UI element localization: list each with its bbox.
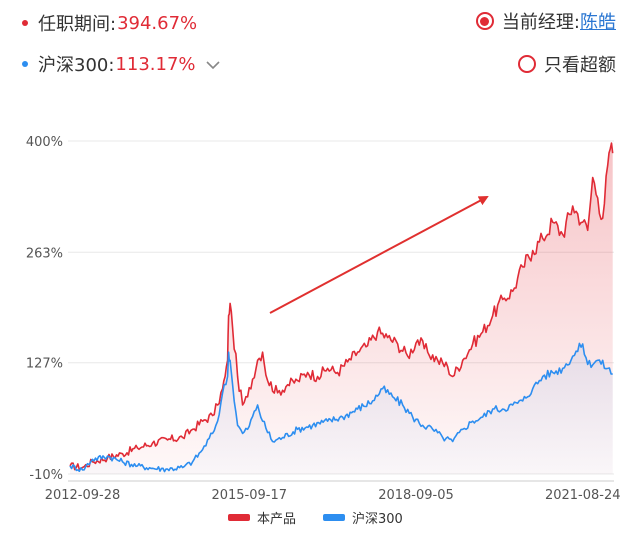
x-tick-label: 2021-08-24 bbox=[545, 488, 621, 503]
y-tick-label: 400% bbox=[26, 135, 63, 150]
y-tick-label: -10% bbox=[29, 468, 63, 483]
series-line-product bbox=[69, 142, 614, 471]
tenure-value: 394.67% bbox=[117, 12, 198, 34]
series-area-benchmark bbox=[70, 343, 613, 474]
manager-name-link[interactable]: 陈皓 bbox=[580, 12, 616, 33]
excess-option[interactable]: 只看超额 bbox=[518, 51, 616, 77]
excess-radio[interactable] bbox=[518, 55, 536, 73]
header-row-1: 任职期间: 394.67% 当前经理: 陈皓 bbox=[0, 0, 640, 40]
chart-legend: 本产品 沪深300 bbox=[0, 508, 640, 532]
legend-swatch-benchmark bbox=[323, 514, 345, 521]
series-area-product bbox=[70, 143, 613, 474]
manager-label: 当前经理: bbox=[501, 12, 580, 33]
x-tick-label: 2012-09-28 bbox=[45, 488, 121, 503]
benchmark-label: 沪深300: bbox=[38, 55, 115, 76]
manager-option[interactable]: 当前经理: 陈皓 bbox=[475, 8, 616, 34]
trend-arrow bbox=[269, 196, 489, 314]
header-row-2: 沪深300: 113.17% 只看超额 bbox=[0, 42, 640, 82]
benchmark-return[interactable]: 沪深300: 113.17% bbox=[22, 51, 220, 77]
series-line-benchmark bbox=[69, 342, 613, 473]
tenure-return: 任职期间: 394.67% bbox=[22, 10, 197, 36]
x-tick-label: 2015-09-17 bbox=[211, 488, 287, 503]
legend-item-product[interactable]: 本产品 bbox=[228, 508, 296, 527]
tenure-label: 任职期间: bbox=[38, 14, 117, 35]
product-dot bbox=[22, 20, 28, 26]
y-tick-label: 127% bbox=[26, 357, 63, 372]
legend-label-product: 本产品 bbox=[257, 512, 297, 527]
manager-radio[interactable] bbox=[475, 12, 494, 30]
legend-label-benchmark: 沪深300 bbox=[352, 512, 403, 527]
benchmark-value: 113.17% bbox=[115, 53, 196, 75]
x-tick-label: 2018-09-05 bbox=[378, 488, 454, 503]
benchmark-dot bbox=[22, 61, 28, 67]
excess-label: 只看超额 bbox=[544, 55, 616, 76]
legend-swatch-product bbox=[228, 514, 250, 521]
chevron-down-icon[interactable] bbox=[205, 54, 220, 75]
legend-item-benchmark[interactable]: 沪深300 bbox=[323, 508, 403, 527]
y-tick-label: 263% bbox=[26, 246, 63, 261]
